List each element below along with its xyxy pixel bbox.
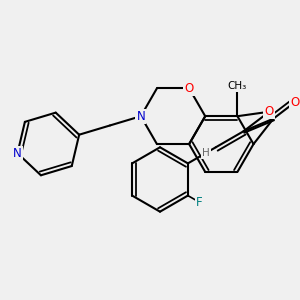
Text: N: N (136, 110, 145, 123)
Text: N: N (13, 147, 22, 160)
Text: O: O (265, 105, 274, 118)
Text: F: F (196, 196, 202, 208)
Text: H: H (202, 148, 210, 158)
Text: O: O (290, 96, 300, 109)
Text: CH₃: CH₃ (228, 81, 247, 91)
Text: O: O (184, 82, 194, 95)
